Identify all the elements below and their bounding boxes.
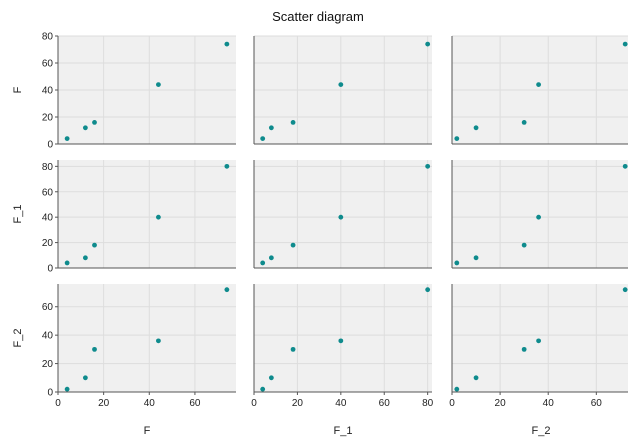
y-axis-labels: F F_1 F_2 (12, 86, 24, 347)
panel-background (254, 284, 432, 392)
y-axis-title-f-1: F_1 (12, 205, 24, 224)
data-point (338, 82, 344, 87)
panel-f-2-vs-f-2: 0 20 40 60 (449, 284, 628, 409)
data-point (473, 375, 479, 381)
y-tick-label: 60 (42, 302, 54, 313)
x-tick-label: 0 (449, 398, 455, 409)
y-tick-label: 80 (42, 162, 54, 173)
data-point (64, 386, 70, 392)
data-point (92, 242, 97, 248)
x-tick-label: 20 (495, 398, 507, 409)
chart-title: Scatter diagram (272, 9, 364, 24)
data-point (622, 163, 628, 169)
data-point (268, 125, 274, 131)
y-axis-title-f-2: F_2 (12, 329, 24, 348)
data-point (224, 163, 230, 169)
y-tick-label: 0 (47, 264, 53, 275)
x-axis-title-f-2: F_2 (532, 425, 551, 437)
data-point (536, 338, 541, 344)
panel-f-2-vs-f-1: 0 20 40 60 80 (251, 284, 434, 409)
data-point (156, 338, 161, 344)
data-point (425, 287, 431, 293)
panel-background (254, 160, 432, 268)
data-point (224, 41, 230, 47)
x-tick-label: 60 (591, 398, 603, 409)
data-point (82, 255, 88, 261)
y-tick-label: 0 (47, 140, 53, 151)
x-axis-title-f: F (144, 425, 151, 437)
data-point (64, 136, 70, 142)
y-axis-title-f: F (12, 86, 24, 93)
data-point (290, 120, 296, 125)
data-point (268, 375, 274, 381)
data-point (92, 120, 97, 125)
data-point (64, 260, 70, 266)
x-tick-label: 40 (543, 398, 555, 409)
data-point (454, 136, 460, 142)
x-tick-label: 40 (335, 398, 347, 409)
panel-background (452, 284, 628, 392)
data-point (622, 41, 628, 47)
panel-background (58, 284, 236, 392)
panel-f-1-vs-f-2 (451, 160, 628, 269)
x-axis-labels: F F_1 F_2 (144, 425, 551, 437)
panel-f-vs-f-2 (451, 35, 628, 145)
x-tick-label: 60 (189, 398, 201, 409)
data-point (224, 287, 230, 293)
panel-background (452, 160, 628, 268)
panel-f-vs-f: 0 20 40 60 80 (42, 32, 236, 151)
x-tick-label: 60 (379, 398, 391, 409)
x-tick-label: 0 (55, 398, 61, 409)
data-point (156, 82, 161, 87)
data-point (454, 260, 460, 266)
y-tick-label: 40 (42, 213, 54, 224)
data-point (260, 260, 266, 266)
panel-f-vs-f-1 (253, 35, 432, 145)
data-point (260, 136, 266, 142)
data-point (473, 125, 479, 131)
y-tick-label: 60 (42, 187, 54, 198)
y-tick-label: 20 (42, 238, 54, 249)
x-axis-title-f-1: F_1 (334, 425, 353, 437)
data-point (82, 375, 88, 381)
data-point (82, 125, 88, 131)
y-tick-label: 0 (47, 388, 53, 399)
data-point (425, 163, 431, 169)
data-point (454, 386, 460, 392)
panel-f-1-vs-f-1 (253, 160, 432, 269)
x-tick-label: 80 (422, 398, 434, 409)
y-tick-label: 60 (42, 59, 54, 70)
data-point (338, 338, 344, 344)
data-point (92, 346, 97, 352)
data-point (536, 82, 541, 87)
data-point (268, 255, 274, 261)
data-point (473, 255, 479, 261)
y-tick-label: 20 (42, 359, 54, 370)
panel-background (58, 160, 236, 268)
x-tick-label: 0 (251, 398, 257, 409)
y-tick-label: 80 (42, 32, 54, 43)
data-point (536, 214, 541, 220)
data-point (290, 242, 296, 248)
y-tick-label: 20 (42, 113, 54, 124)
data-point (521, 346, 527, 352)
x-tick-label: 40 (144, 398, 156, 409)
panel-f-1-vs-f: 0 20 40 60 80 (42, 160, 236, 275)
scatter-panels: 0 20 40 60 80 0 20 40 60 80 0 20 40 60 0 20 40 60 0 20 40 60 8… (42, 32, 628, 409)
x-tick-label: 20 (98, 398, 110, 409)
data-point (521, 242, 527, 248)
data-point (521, 120, 527, 125)
panel-f-2-vs-f: 0 20 40 60 0 20 40 60 (42, 284, 236, 409)
data-point (260, 386, 266, 392)
data-point (156, 214, 161, 220)
data-point (622, 287, 628, 293)
data-point (425, 41, 431, 47)
y-tick-label: 40 (42, 86, 54, 97)
data-point (290, 346, 296, 352)
y-tick-label: 40 (42, 331, 54, 342)
x-tick-label: 20 (292, 398, 304, 409)
data-point (338, 214, 344, 220)
